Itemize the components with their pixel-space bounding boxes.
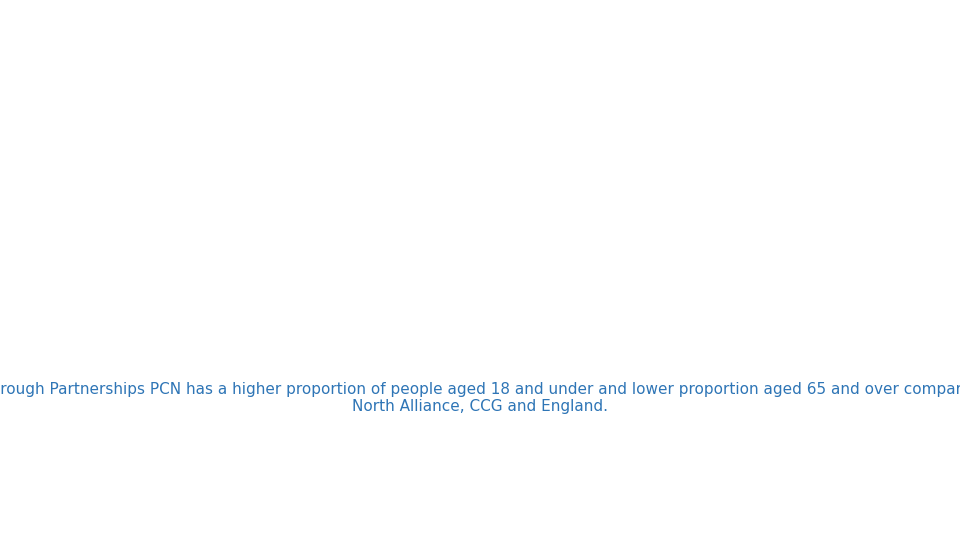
- Text: Peterborough Partnerships PCN has a higher proportion of people aged 18 and unde: Peterborough Partnerships PCN has a high…: [0, 382, 960, 414]
- Text: GP registered population: GP registered population: [342, 10, 618, 29]
- Text: Source: GP registered population, April 2019, NHS Digital.  Population forecasts: Source: GP registered population, April …: [10, 524, 960, 534]
